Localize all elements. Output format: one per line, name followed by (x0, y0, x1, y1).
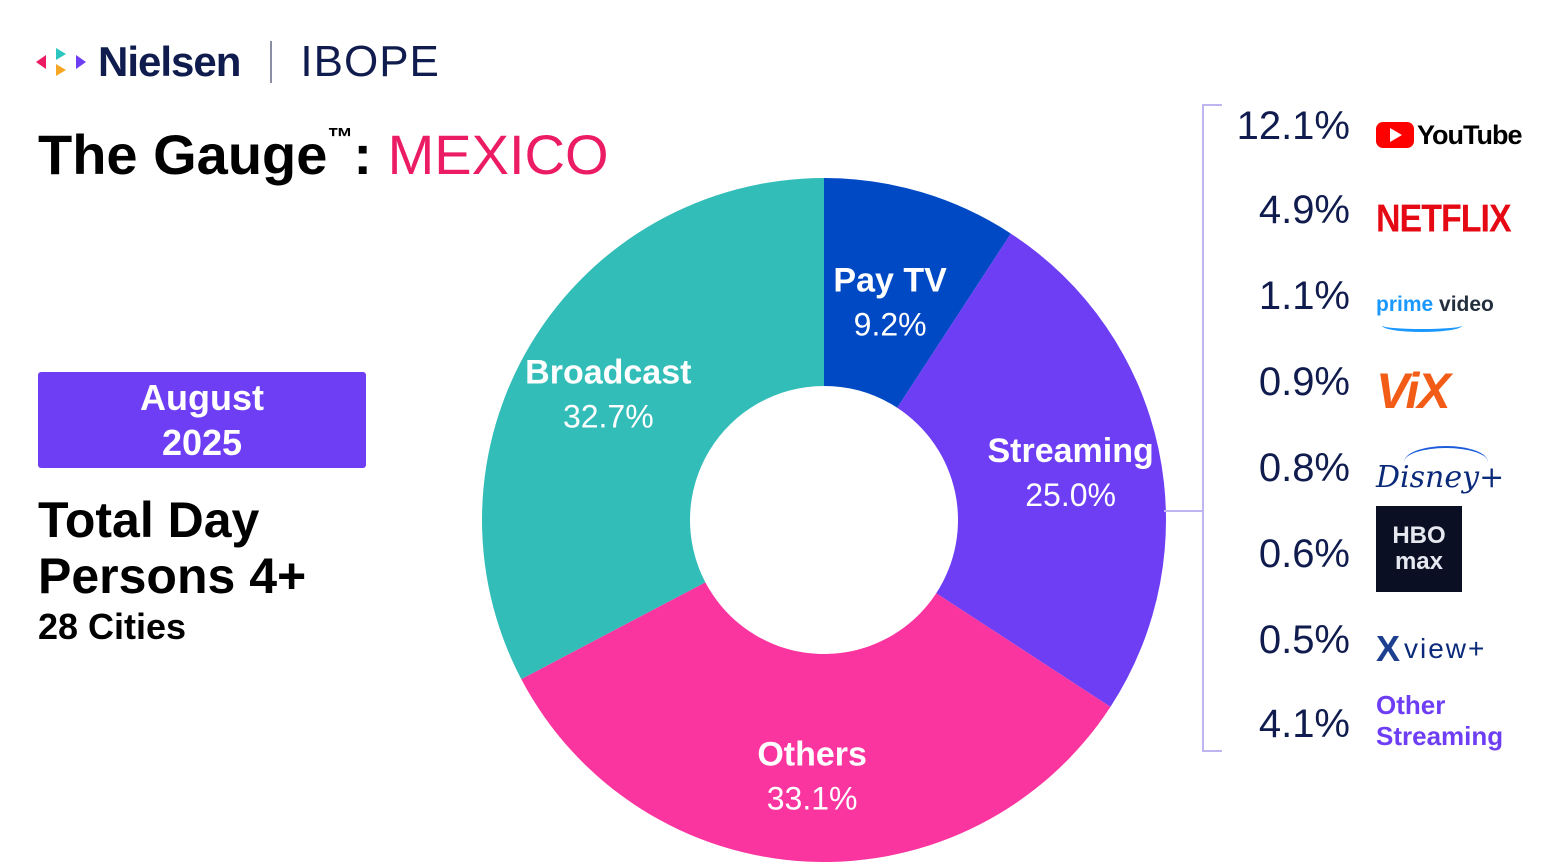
trademark-symbol: ™ (327, 122, 354, 152)
measure-audience: Persons 4+ (38, 548, 307, 604)
disney-arc-icon (1404, 445, 1488, 478)
title-colon: : (353, 123, 373, 186)
max-word: max (1394, 548, 1444, 575)
share-donut-chart: Pay TV 9.2% Streaming 25.0% Others 33.1% Broad… (482, 178, 1166, 862)
vix-logo: ViX (1376, 356, 1536, 426)
service-share: 1.1% (1258, 274, 1350, 318)
slice-label: Others (757, 736, 867, 774)
netflix-wordmark: NETFLIX (1376, 196, 1512, 241)
vix-wordmark: ViX (1376, 363, 1451, 419)
slice-broadcast (482, 178, 824, 680)
service-share: 12.1% (1236, 104, 1350, 148)
service-row-youtube: 12.1% YouTube (1230, 100, 1540, 180)
service-share: 0.8% (1258, 446, 1350, 490)
slice-others (521, 582, 1111, 862)
slice-value: 25.0% (1025, 477, 1116, 513)
service-row-hbo-max: 0.6% HBO max (1230, 506, 1540, 608)
netflix-logo: NETFLIX (1376, 184, 1536, 254)
youtube-play-icon (1376, 122, 1414, 148)
brand-header: Nielsen IBOPE (34, 34, 440, 90)
brand-name: Nielsen (98, 38, 241, 85)
measure-market: 28 Cities (38, 606, 187, 647)
period-year: 2025 (161, 422, 243, 463)
xview-x-icon: X (1376, 628, 1403, 669)
service-share: 0.5% (1258, 618, 1350, 662)
slice-streaming (897, 233, 1166, 707)
period-month: August (140, 377, 264, 418)
service-row-disney-plus: 0.8% Disney+ (1230, 442, 1540, 522)
slice-label: Pay TV (833, 262, 947, 300)
prime-video-logo: prime video (1376, 270, 1536, 340)
hbo-word: HBO (1392, 522, 1446, 549)
slice-value: 32.7% (563, 399, 654, 435)
service-row-prime-video: 1.1% prime video (1230, 270, 1540, 350)
other-line2: Streaming (1376, 721, 1504, 751)
service-row-netflix: 4.9% NETFLIX (1230, 184, 1540, 264)
other-streaming-text: Other Streaming (1376, 686, 1536, 756)
slice-value: 33.1% (767, 781, 858, 817)
service-share: 0.6% (1258, 532, 1350, 576)
xview-wordmark: view+ (1404, 633, 1487, 664)
video-word: video (1439, 293, 1494, 316)
youtube-wordmark: YouTube (1417, 119, 1522, 150)
nielsen-logo-icon (36, 48, 86, 76)
bracket-connector (1164, 510, 1204, 512)
slice-label: Streaming (987, 432, 1153, 470)
partner-name: IBOPE (300, 37, 440, 86)
youtube-logo: YouTube (1376, 100, 1536, 170)
slice-label: Broadcast (525, 354, 691, 392)
slice-value: 9.2% (854, 307, 927, 343)
prime-word: prime (1376, 293, 1434, 316)
streaming-bracket (1202, 104, 1222, 752)
title-prefix: The Gauge (38, 123, 328, 186)
service-row-other-streaming: 4.1% Other Streaming (1230, 690, 1540, 778)
service-share: 4.9% (1258, 188, 1350, 232)
service-row-vix: 0.9% ViX (1230, 356, 1540, 436)
brand-separator (270, 41, 273, 83)
other-line1: Other (1376, 690, 1446, 720)
amazon-smile-icon (1382, 319, 1462, 332)
page-title: The Gauge™: MEXICO (38, 122, 609, 187)
measure-daypart: Total Day (38, 492, 260, 548)
hbo-max-logo: HBO max (1376, 506, 1536, 592)
service-share: 0.9% (1258, 360, 1350, 404)
measure-description: Total Day Persons 4+ 28 Cities (38, 492, 306, 650)
period-badge: August 2025 (38, 372, 366, 468)
title-country: MEXICO (387, 123, 609, 186)
slice-pay-tv (824, 178, 1011, 408)
service-share: 4.1% (1258, 702, 1350, 746)
disney-plus-logo: Disney+ (1376, 442, 1536, 512)
